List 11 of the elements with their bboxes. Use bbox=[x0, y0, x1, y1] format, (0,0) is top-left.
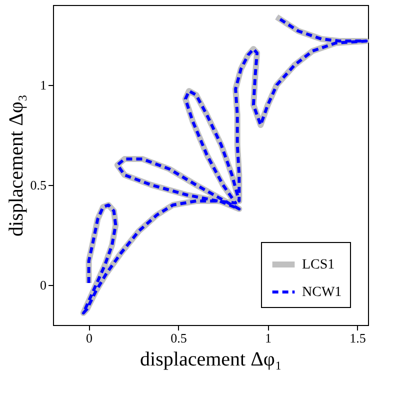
y-tick-label: 1 bbox=[40, 78, 46, 92]
x-tick-label: 1.5 bbox=[350, 330, 366, 346]
x-tick-label: 0 bbox=[86, 330, 93, 346]
legend-label: NCW1 bbox=[302, 285, 342, 300]
legend-label: LCS1 bbox=[302, 258, 335, 272]
y-tick-label: 0.5 bbox=[30, 178, 46, 192]
x-axis-title: displacement Δφ₁ bbox=[140, 348, 282, 370]
x-tick-label: 1 bbox=[265, 330, 272, 346]
y-tick-label: 0 bbox=[40, 278, 46, 292]
y-axis-title: displacement Δφ₃ bbox=[5, 94, 28, 236]
x-tick-label: 0.5 bbox=[170, 330, 187, 346]
